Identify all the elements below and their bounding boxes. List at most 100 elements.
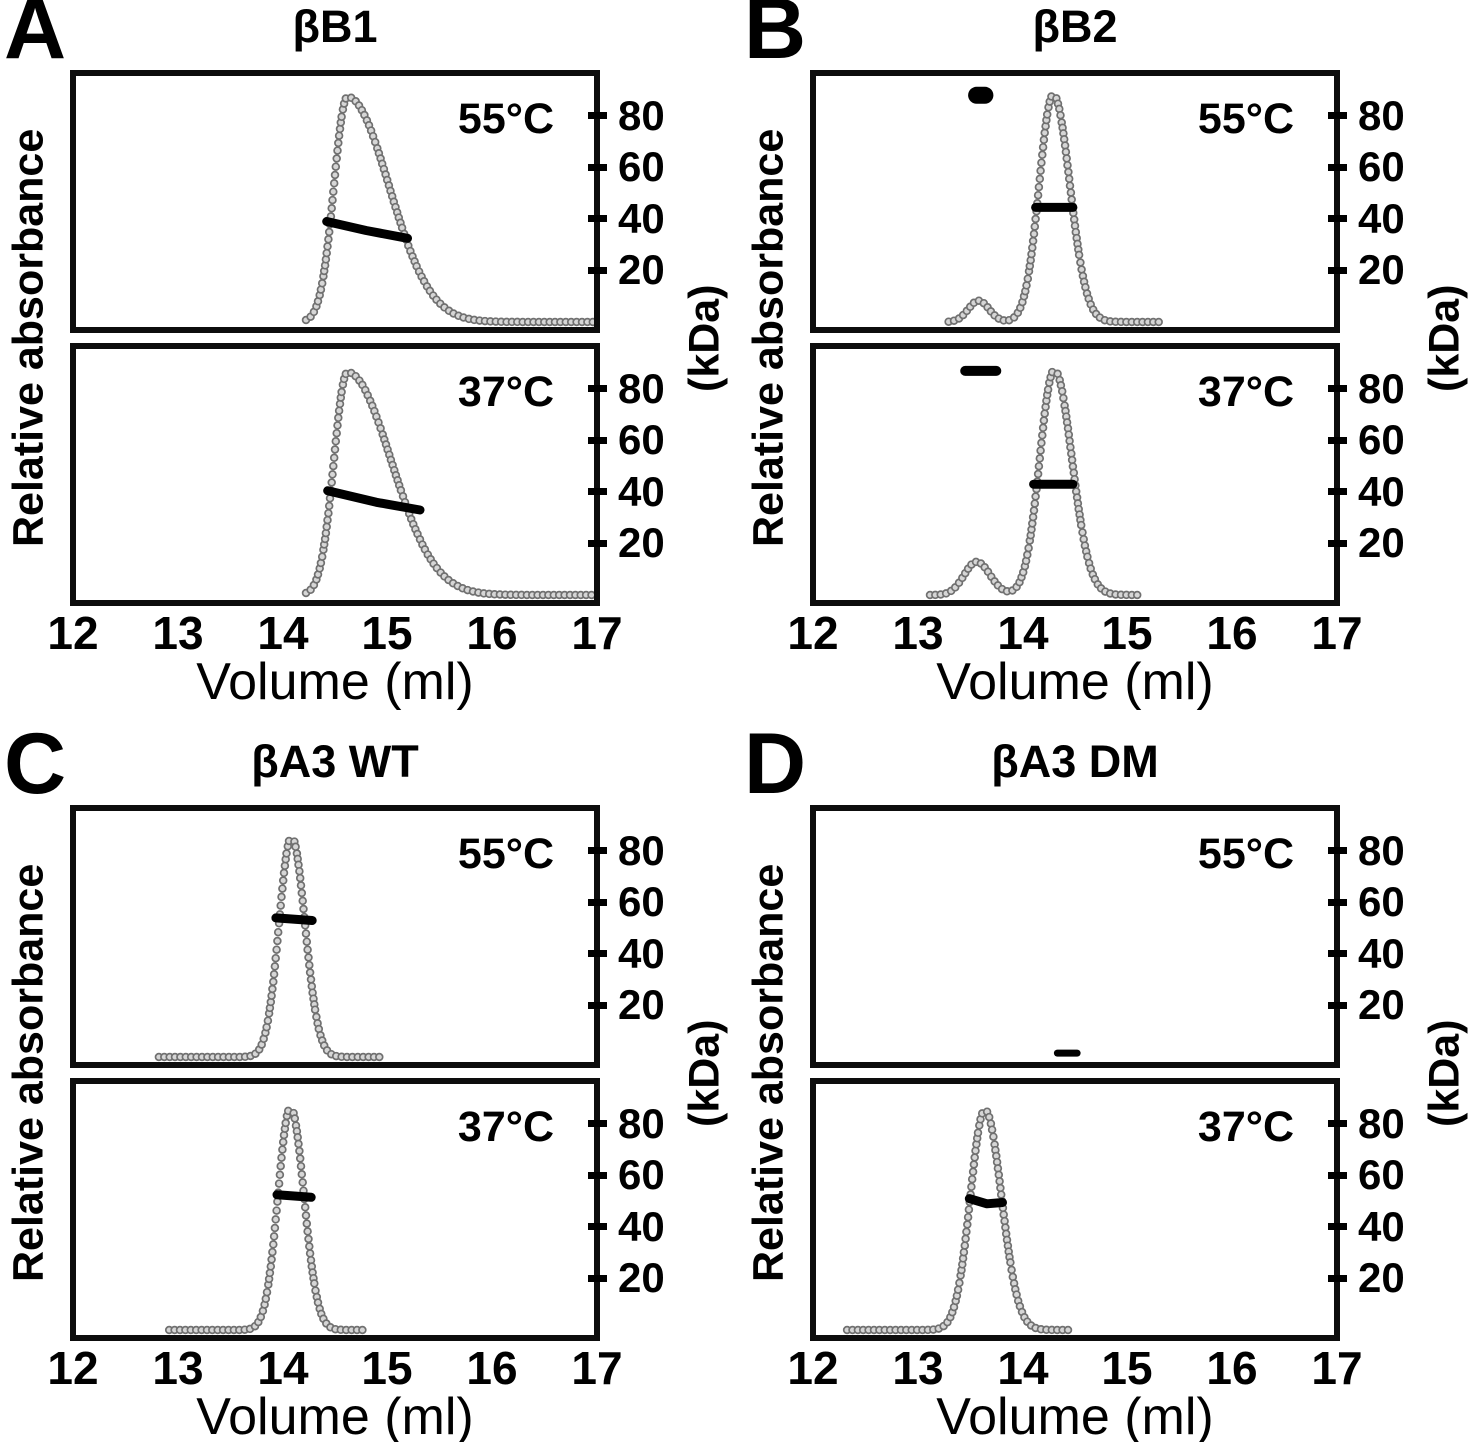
- x-tick-label: 13: [892, 607, 944, 659]
- x-tick-label: 15: [1101, 1342, 1153, 1394]
- sec-trace-plot: [154, 836, 384, 1062]
- kda-tick-label: 20: [1358, 981, 1405, 1028]
- kda-tick: [1328, 899, 1347, 906]
- temperature-label: 55°C: [457, 95, 554, 143]
- kda-tick-label: 60: [618, 1151, 665, 1198]
- kda-tick: [588, 1223, 607, 1230]
- panel-A: A βB1 Relative absorbance 55°C 80 60 40 20 …: [0, 0, 740, 711]
- kda-tick-label: 80: [1358, 827, 1405, 874]
- panel-letter: A: [4, 0, 67, 77]
- subplot-C-37C: 37°C 80 60 40 20: [70, 1078, 665, 1341]
- x-tick-label: 16: [466, 607, 518, 659]
- temperature-label: 55°C: [1197, 95, 1294, 143]
- kda-tick-label: 40: [1358, 1203, 1405, 1250]
- kda-tick-label: 60: [1358, 143, 1405, 190]
- molecular-weight-line: [323, 486, 425, 515]
- kda-tick-label: 20: [618, 246, 665, 293]
- plot-stack: 55°C 80 60 40 20 37°C 80 60 40 20: [70, 70, 665, 606]
- sec-trace-plot: [842, 1107, 1073, 1335]
- kda-tick: [1328, 215, 1347, 222]
- sec-trace-plot: [925, 365, 1142, 600]
- kda-tick: [1328, 1002, 1347, 1009]
- kda-tick: [588, 437, 607, 444]
- kda-tick-label: 40: [1358, 468, 1405, 515]
- temperature-label: 37°C: [1197, 368, 1294, 416]
- x-tick-label: 13: [152, 607, 204, 659]
- sec-trace-plot: [1053, 1049, 1081, 1057]
- kda-axis-unit-label: (kDa): [1420, 284, 1469, 392]
- kda-tick: [588, 267, 607, 274]
- temperature-label: 37°C: [457, 368, 554, 416]
- kda-tick: [588, 847, 607, 854]
- x-tick-label: 12: [47, 1342, 99, 1394]
- kda-tick-label: 40: [618, 195, 665, 242]
- x-axis-ticks: 12 13 14 15 16 17: [787, 607, 1362, 660]
- kda-tick: [1328, 437, 1347, 444]
- subplot-A-37C: 37°C 80 60 40 20: [70, 343, 665, 606]
- x-tick-label: 17: [1311, 1342, 1363, 1394]
- molecular-weight-line: [271, 913, 317, 925]
- kda-tick: [1328, 385, 1347, 392]
- x-tick-label: 17: [571, 1342, 623, 1394]
- temperature-label: 37°C: [1197, 1103, 1294, 1151]
- kda-tick: [1328, 847, 1347, 854]
- kda-tick: [1328, 112, 1347, 119]
- x-axis-ticks: 12 13 14 15 16 17: [787, 1342, 1362, 1395]
- kda-tick-label: 60: [618, 416, 665, 463]
- x-tick-label: 14: [997, 1342, 1049, 1394]
- kda-tick: [1328, 950, 1347, 957]
- kda-tick-label: 80: [618, 827, 665, 874]
- plot-stack: 55°C 80 60 40 20 37°C 80 60 40 20: [70, 805, 665, 1341]
- kda-tick: [1328, 540, 1347, 547]
- x-axis-label: Volume (ml): [936, 653, 1214, 711]
- panel-C: C βA3 WT Relative absorbance 55°C 80 60 40…: [0, 721, 740, 1442]
- x-tick-label: 15: [1101, 607, 1153, 659]
- kda-tick-label: 20: [618, 981, 665, 1028]
- subplot-B-55C: 55°C 80 60 40 20: [810, 70, 1405, 333]
- subplot-A-55C: 55°C 80 60 40 20: [70, 70, 665, 333]
- panel-title: βA3 WT: [251, 736, 419, 787]
- kda-tick: [588, 385, 607, 392]
- kda-tick: [588, 215, 607, 222]
- x-tick-label: 16: [1206, 1342, 1258, 1394]
- kda-tick: [588, 112, 607, 119]
- kda-tick-label: 20: [1358, 1254, 1405, 1301]
- subplot-C-55C: 55°C 80 60 40 20: [70, 805, 665, 1068]
- kda-tick-label: 60: [1358, 878, 1405, 925]
- x-axis-label: Volume (ml): [936, 1388, 1214, 1442]
- kda-tick-label: 80: [618, 92, 665, 139]
- kda-tick-label: 40: [1358, 195, 1405, 242]
- kda-tick: [1328, 1172, 1347, 1179]
- kda-tick: [588, 164, 607, 171]
- kda-axis-unit-label: (kDa): [1420, 1019, 1469, 1127]
- y-axis-label: Relative absorbance: [4, 128, 53, 548]
- panel-D: D βA3 DM Relative absorbance 55°C 80 60 40…: [740, 721, 1480, 1442]
- x-tick-label: 14: [257, 1342, 309, 1394]
- x-tick-label: 17: [1311, 607, 1363, 659]
- kda-tick-label: 60: [618, 878, 665, 925]
- panel-title: βB1: [292, 1, 378, 52]
- x-tick-label: 14: [997, 607, 1049, 659]
- temperature-label: 55°C: [1197, 830, 1294, 878]
- sec-trace-plot: [944, 86, 1163, 327]
- panel-B: B βB2 Relative absorbance 55°C 80 60 40 20 …: [740, 0, 1480, 711]
- kda-tick-label: 80: [1358, 92, 1405, 139]
- x-tick-label: 15: [361, 607, 413, 659]
- y-axis-label: Relative absorbance: [744, 128, 793, 548]
- kda-tick: [588, 899, 607, 906]
- kda-tick-label: 20: [618, 1254, 665, 1301]
- x-axis-label: Volume (ml): [196, 653, 474, 711]
- x-tick-label: 13: [892, 1342, 944, 1394]
- kda-tick-label: 20: [1358, 519, 1405, 566]
- kda-tick-label: 20: [1358, 246, 1405, 293]
- sec-trace-plot: [301, 93, 594, 327]
- kda-tick: [588, 488, 607, 495]
- x-tick-label: 17: [571, 607, 623, 659]
- x-axis-ticks: 12 13 14 15 16 17: [47, 607, 622, 660]
- kda-tick: [1328, 267, 1347, 274]
- kda-tick: [588, 1172, 607, 1179]
- panel-letter: B: [744, 0, 807, 77]
- sec-trace-plot: [301, 368, 594, 600]
- x-tick-label: 12: [787, 1342, 839, 1394]
- kda-tick: [1328, 1223, 1347, 1230]
